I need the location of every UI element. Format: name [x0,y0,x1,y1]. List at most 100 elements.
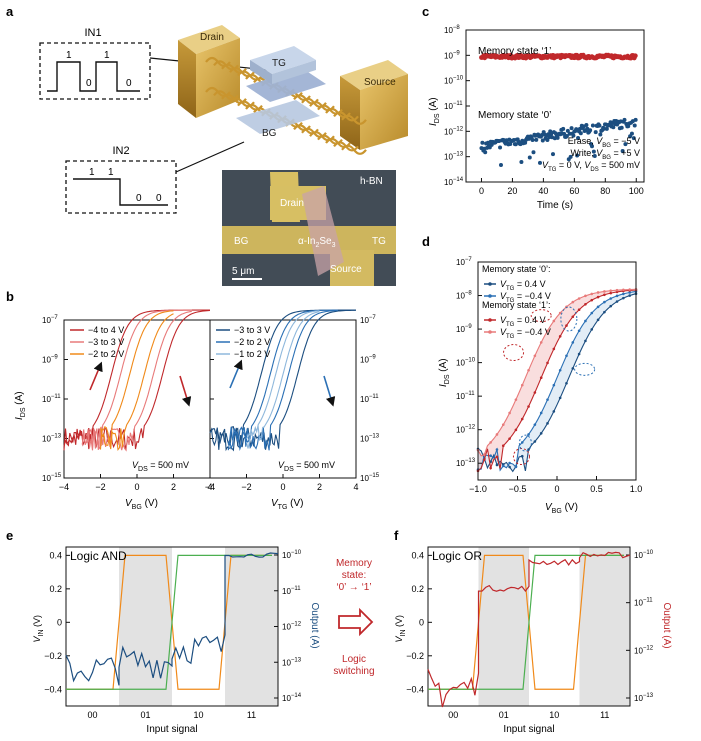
y-tick-label: 0 [419,617,424,627]
logic-title: Logic OR [432,549,482,563]
in1-bit-4: 0 [126,78,132,89]
y2-tick-label: 10−11 [634,598,653,608]
state0-point [519,159,524,164]
curve-marker [527,433,530,436]
state0-point [568,154,573,159]
x-tick-label: 0 [554,484,559,494]
y2-tick-label: 10−12 [282,622,302,632]
in1-label: IN1 [84,27,101,39]
switch-arrow-icon [338,607,374,637]
highlight-ellipse-5 [518,434,532,452]
shaded-region [579,547,630,706]
curve-marker [546,329,549,333]
y2-tick-label: 10−10 [282,550,302,560]
curve-marker [558,311,562,315]
state0-point [550,152,555,157]
state0-point [619,125,624,130]
micrograph: h-BN Drain BG α-In2Se3 TG Source 5 μm [222,170,396,286]
curve-marker [508,437,511,440]
condition-line: Write, VBG = +5 V [570,148,640,161]
hysteresis-area [478,289,636,471]
curve-marker [558,368,562,372]
state0-point [611,125,616,130]
hysteresis-area [478,291,636,472]
state0-point [575,153,580,158]
curve-marker [508,465,511,469]
y-tick-label: 10−15 [360,473,380,483]
state0-label: Memory state ‘0’ [478,110,551,121]
curve-marker [628,288,631,291]
y2-axis-label: Output (A) [309,603,320,649]
curve-marker [615,288,619,292]
state0-point [537,160,542,165]
x-category-label: 10 [549,710,559,720]
state0-point [480,140,485,145]
switch-text-1: Memory [336,558,372,569]
y2-tick-label: 10−12 [634,645,654,655]
state0-point [530,138,535,143]
curve-marker [514,398,518,401]
curve-marker [508,411,511,415]
state0-point [631,136,636,141]
state0-point [569,126,574,131]
curve-marker [533,423,537,426]
curve-2to2V [99,310,174,450]
y-tick-label: 10−8 [444,25,460,35]
x-tick-label: 0.5 [590,484,603,494]
x-tick-label: −2 [95,482,105,492]
x-tick-label: −0.5 [509,484,527,494]
curve-marker [609,291,613,295]
y-tick-label: 10−9 [42,355,58,365]
curve-marker [495,448,499,451]
curve-marker [596,318,600,322]
x-tick-label: −4 [59,482,69,492]
chart-e: 0.4 0.2 0 −0.2 −0.4 10−10 10−11 10−12 10−13 10−14… [32,546,320,735]
state0-point [590,123,595,128]
curve-marker [501,423,505,426]
curve-marker [539,376,543,380]
curve-marker [603,293,606,297]
panel-label-c: c [422,4,429,19]
y-axis-label: IDS (A) [438,358,451,387]
condition-line: VTG = 0 V, VDS = 500 mV [542,160,640,173]
y-tick-label: 10−11 [444,101,463,111]
x-tick-label: 60 [569,186,579,196]
curve-marker [622,292,625,296]
state0-point [578,131,583,136]
vds-annotation: VDS = 500 mV [278,460,335,473]
logic-title: Logic AND [70,549,127,563]
state0-point [531,150,536,155]
curve-marker [520,417,524,421]
x-axis-label: VBG (V) [125,498,158,511]
device-bg-label: BG [262,128,277,139]
y-axis-label: VIN (V) [32,615,45,643]
x-tick-label: 0 [134,482,139,492]
highlight-ellipse-4 [512,448,530,466]
y-tick-label: 10−13 [42,434,62,444]
x-tick-label: −2 [241,482,251,492]
x-axis-label: VBG (V) [545,502,578,515]
curve-marker [552,410,556,413]
legend-label: VTG = 0.4 V [500,315,546,328]
switch-text-5: switching [333,666,374,677]
curve-marker [628,291,631,294]
curve-marker [590,328,594,331]
b-right-frame [209,319,357,479]
curve-marker [489,441,492,444]
curve-marker [603,300,606,304]
y-tick-label: −0.4 [44,684,62,694]
y-tick-label: 10−12 [456,425,476,435]
curve-marker [609,289,613,293]
x-tick-label: 2 [317,482,322,492]
curve-marker [501,444,505,447]
micrograph-material-label: α-In2Se3 [298,236,336,249]
y-axis-label: VIN (V) [394,615,407,643]
legend-label: −3 to 3 V [234,325,270,335]
state0-point [597,123,602,128]
panel-label-b: b [6,289,14,304]
curve-marker [520,383,524,387]
y-tick-label: 10−13 [444,152,464,162]
curve-marker [527,405,530,408]
micrograph-scale-label: 5 μm [232,266,254,277]
legend-heading-0: Memory state ‘0’: [482,264,551,274]
